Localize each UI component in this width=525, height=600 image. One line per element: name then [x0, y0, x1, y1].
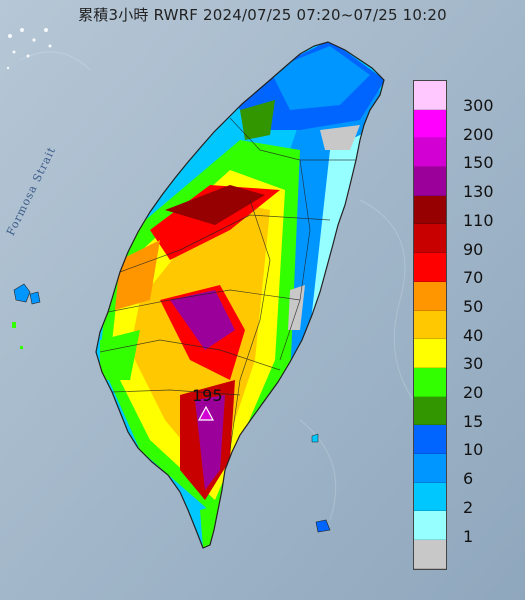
legend-label: 50 — [463, 296, 484, 316]
legend-label: 20 — [463, 383, 484, 402]
legend: 300 200 150 130 110 90 70 50 40 30 20 15 10 6 2 1 — [413, 80, 525, 570]
legend-label: 150 — [463, 153, 494, 173]
legend-swatch — [414, 224, 446, 254]
legend-swatch — [414, 195, 446, 225]
legend-swatch — [414, 425, 446, 454]
legend-label: 300 — [463, 96, 494, 115]
legend-label: 10 — [463, 440, 484, 460]
legend-swatch — [414, 138, 446, 168]
legend-swatch — [414, 511, 446, 540]
legend-label: 70 — [463, 268, 484, 288]
legend-label: 200 — [463, 124, 494, 144]
legend-label: 30 — [463, 354, 484, 374]
legend-label: 1 — [463, 526, 474, 546]
max-marker-icon — [197, 405, 215, 421]
legend-label: 6 — [463, 469, 474, 489]
legend-swatch — [414, 81, 446, 110]
legend-label: 130 — [463, 182, 494, 202]
legend-swatch — [414, 310, 446, 340]
legend-swatch — [414, 453, 446, 483]
legend-swatch — [414, 540, 446, 569]
legend-swatch — [414, 396, 446, 426]
map-title: 累積3小時 RWRF 2024/07/25 07:20~07/25 10:20 — [78, 6, 447, 24]
max-value-label: 195 — [192, 386, 223, 405]
legend-swatch — [414, 109, 446, 139]
legend-swatch — [414, 167, 446, 196]
legend-swatch — [414, 339, 446, 368]
legend-swatch — [414, 367, 446, 397]
legend-label: 15 — [463, 411, 484, 431]
legend-label: 2 — [463, 497, 474, 517]
legend-label: 90 — [463, 239, 484, 259]
legend-swatch — [414, 281, 446, 311]
legend-label: 40 — [463, 325, 484, 345]
legend-color-bar — [413, 80, 447, 570]
legend-swatch — [414, 253, 446, 282]
legend-swatch — [414, 482, 446, 512]
legend-label: 110 — [463, 210, 494, 230]
